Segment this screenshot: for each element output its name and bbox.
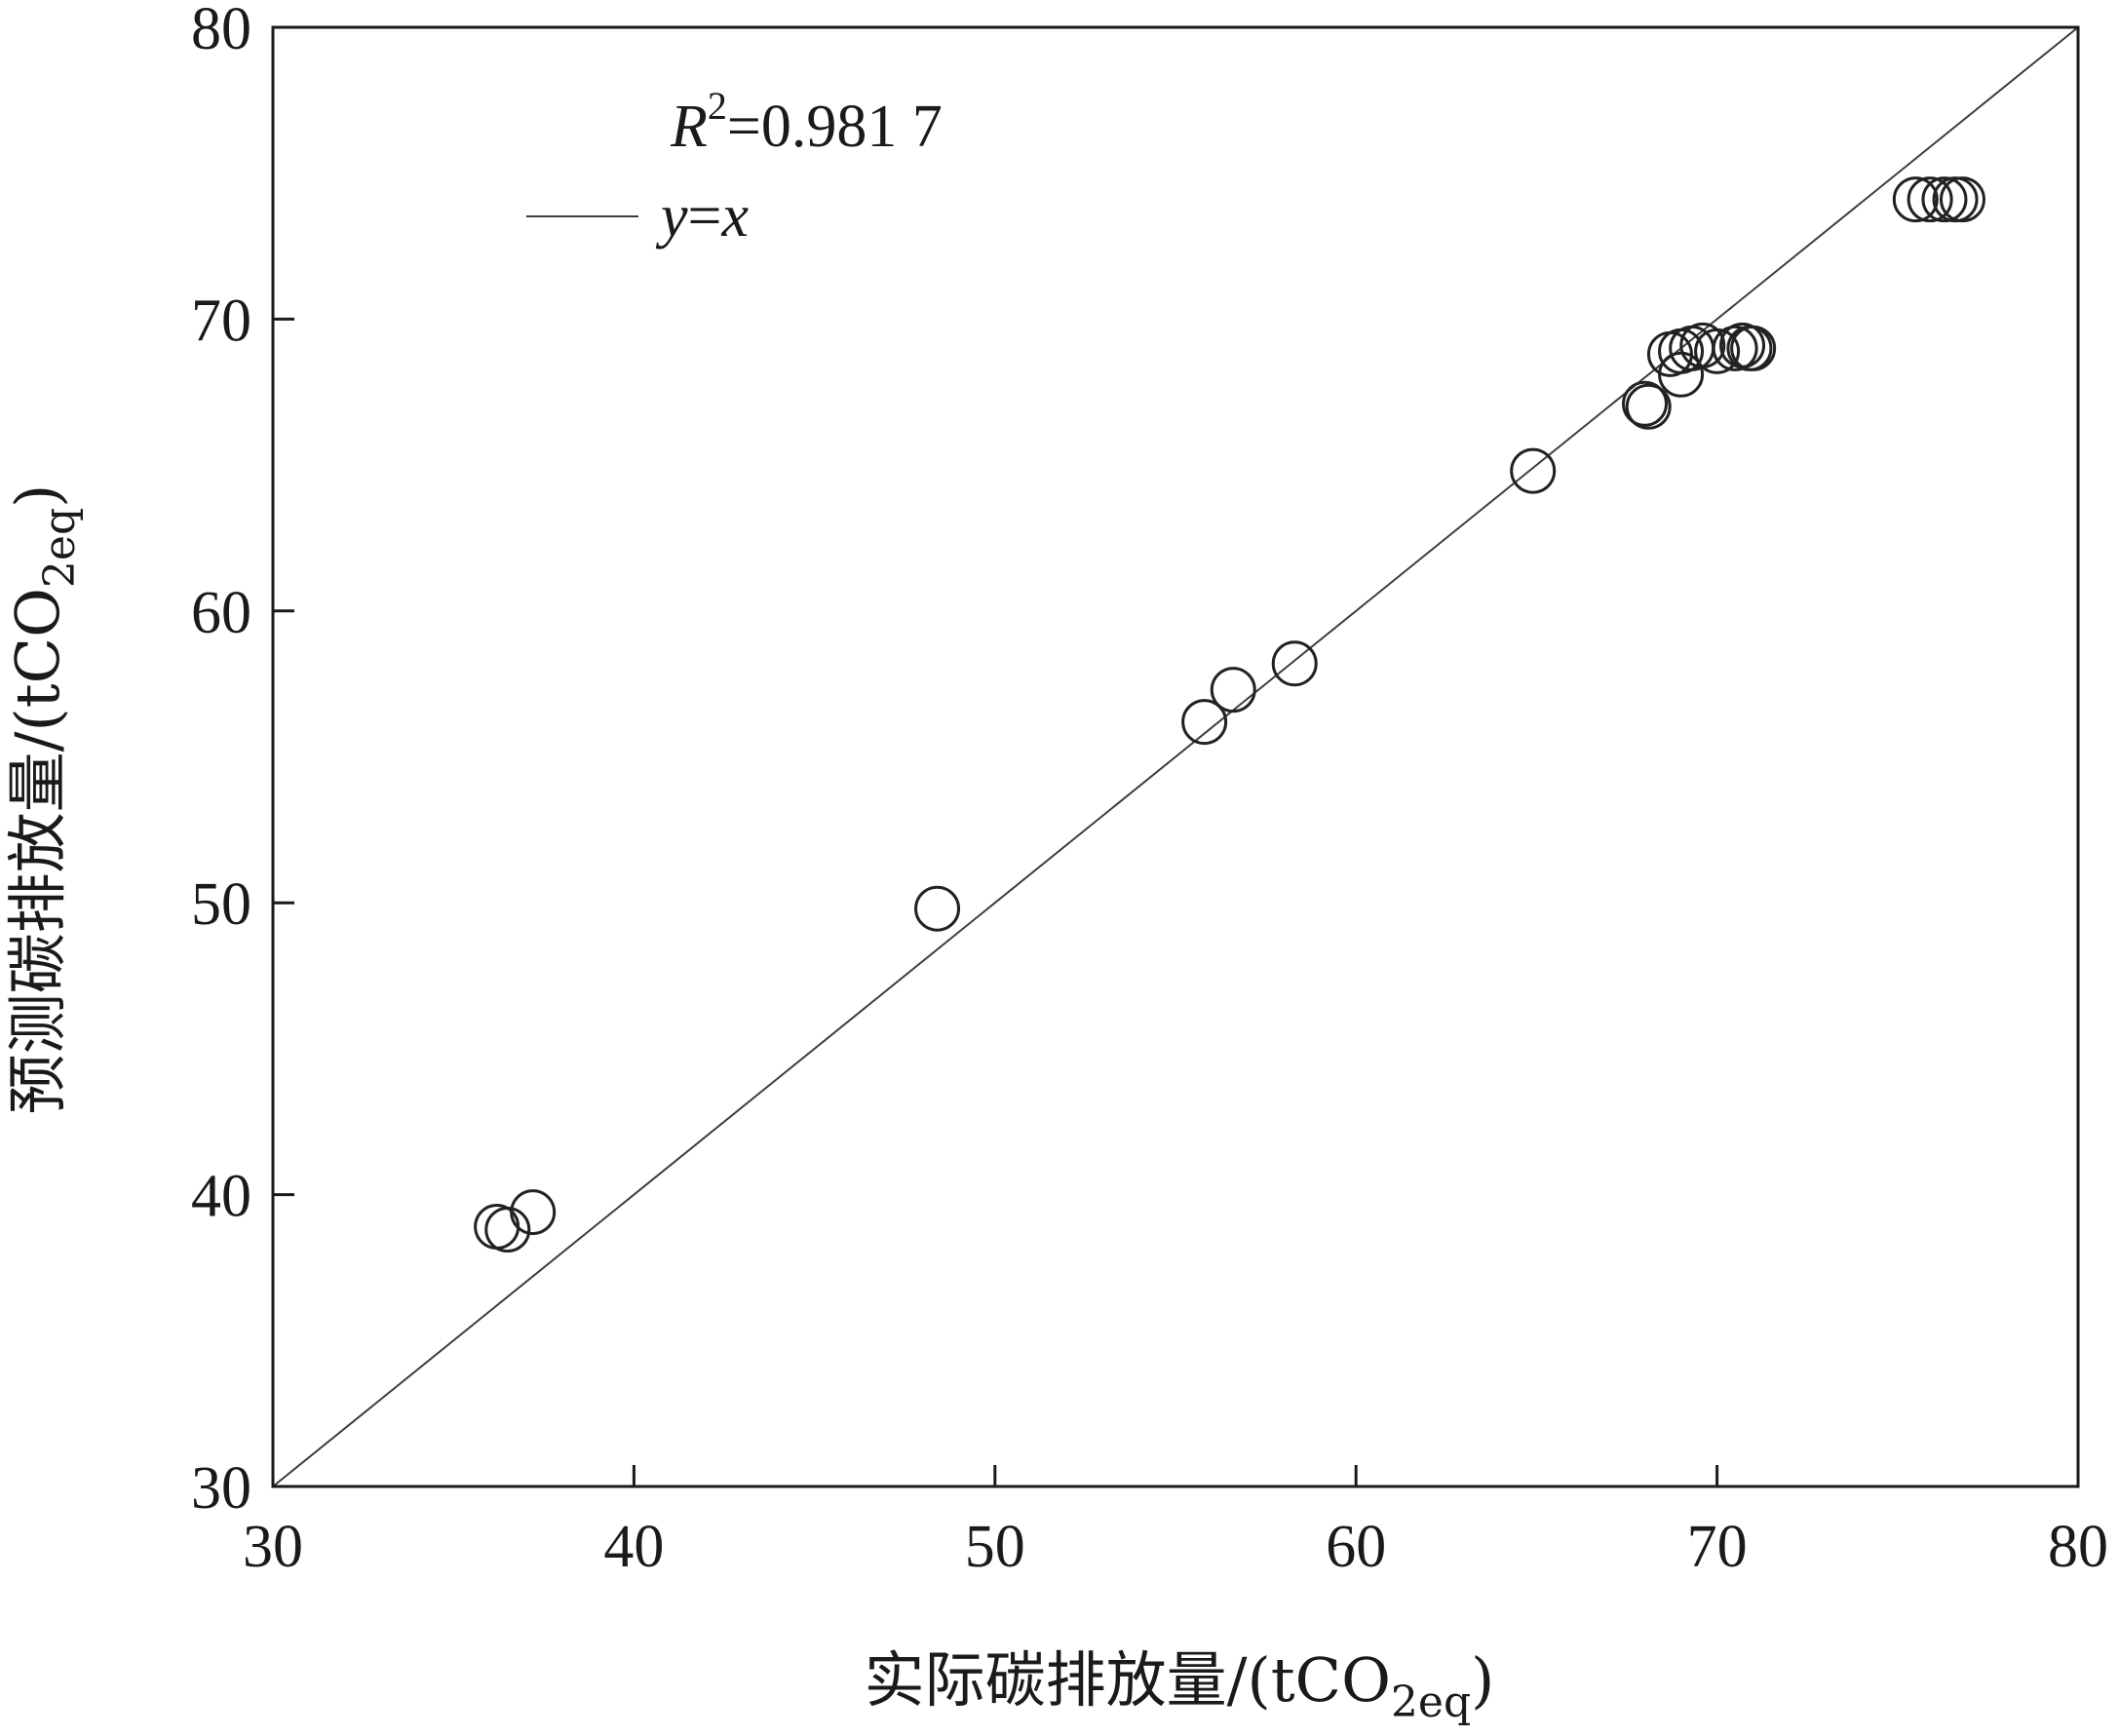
y-tick-label: 40: [191, 1164, 251, 1230]
y-tick-label: 80: [191, 0, 251, 62]
plot-content: [272, 26, 2079, 1487]
x-axis: 30 40 50 60 70 80: [243, 1465, 2108, 1580]
x-tick-label: 50: [965, 1514, 1025, 1580]
plot-frame: [271, 25, 2080, 1488]
data-point: [1892, 176, 1939, 223]
r-squared-annotation: R2=0.981 7: [670, 84, 943, 160]
y-tick-label: 60: [191, 580, 251, 646]
data-point: [484, 1207, 531, 1254]
legend: R2=0.981 7 y=x: [526, 84, 943, 250]
data-point: [1712, 325, 1758, 371]
x-tick-label: 80: [2048, 1514, 2108, 1580]
data-point: [1271, 640, 1318, 687]
data-point: [1694, 328, 1741, 374]
data-point: [1181, 699, 1228, 746]
y-axis-title: 预测碳排放量/(tCO2eq): [2, 484, 85, 1115]
x-tick-label: 60: [1326, 1514, 1386, 1580]
data-point: [1625, 383, 1672, 430]
data-point: [1658, 351, 1705, 398]
x-axis-title: 实际碳排放量/(tCO2eq): [865, 1644, 1495, 1727]
data-point: [1622, 380, 1669, 427]
y-tick-label: 50: [191, 871, 251, 938]
data-point: [1939, 176, 1985, 223]
x-tick-label: 30: [243, 1514, 303, 1580]
x-tick-label: 40: [603, 1514, 664, 1580]
data-point: [914, 885, 961, 932]
x-tick-label: 70: [1687, 1514, 1748, 1580]
reference-line-y-equals-x: [272, 26, 2079, 1487]
data-point: [1210, 667, 1256, 714]
data-point: [1921, 176, 1968, 223]
data-point: [1907, 176, 1953, 223]
data-point: [1730, 325, 1777, 371]
data-point: [510, 1189, 557, 1236]
data-point: [1510, 447, 1557, 494]
legend-label-y-equals-x: y=x: [655, 183, 750, 250]
y-axis: 30 40 50 60 70 80: [191, 0, 294, 1522]
y-tick-label: 70: [191, 288, 251, 354]
y-tick-label: 30: [191, 1455, 251, 1522]
